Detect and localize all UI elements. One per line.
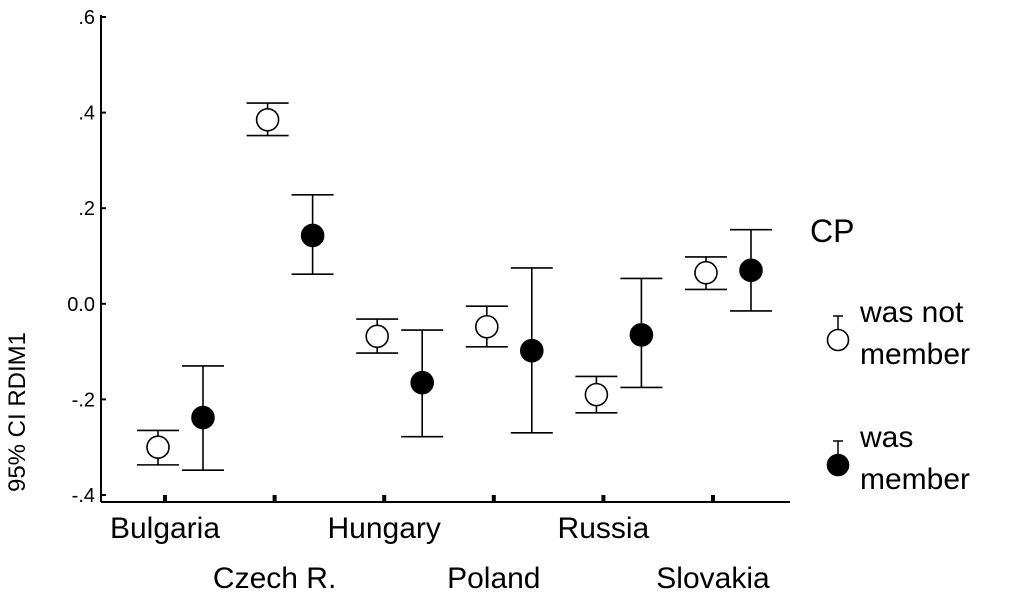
y-tick-label: .2	[78, 198, 95, 220]
data-point	[694, 260, 718, 285]
data-point	[474, 314, 499, 339]
chart-marks	[137, 102, 772, 471]
legend-title: CP	[810, 213, 854, 249]
y-tick-label: -.2	[72, 389, 95, 411]
x-category-label: Slovakia	[656, 562, 770, 595]
data-point	[410, 370, 435, 395]
legend-label: member	[860, 338, 970, 371]
x-category-label: Bulgaria	[110, 512, 220, 545]
data-point	[300, 223, 325, 248]
data-point	[255, 107, 280, 132]
legend-label: was	[859, 421, 913, 454]
data-point	[146, 435, 170, 460]
data-point	[584, 382, 609, 407]
legend-label: was not	[859, 296, 964, 329]
x-category-label: Poland	[447, 562, 540, 595]
x-category-label: Hungary	[327, 512, 440, 545]
x-category-label: Czech R.	[213, 562, 336, 595]
y-axis-title: 95% CI RDIM1	[4, 332, 31, 492]
legend-marker	[826, 328, 850, 352]
axes: .6 .4 .2 0.0 -.2 -.4 Bulgaria Czech R. HungaryPo…	[67, 7, 790, 595]
legend: CP was not member was member	[810, 213, 970, 496]
y-tick-label: .6	[78, 7, 95, 29]
legend-marker	[826, 453, 850, 477]
data-point	[629, 323, 654, 347]
y-tick-label: 0.0	[67, 294, 95, 316]
y-tick-label: -.4	[72, 485, 95, 507]
data-point	[739, 258, 763, 283]
legend-label: member	[860, 463, 970, 496]
data-point	[519, 338, 544, 363]
data-point	[365, 324, 390, 349]
y-tick-label: .4	[78, 103, 95, 125]
x-category-label: Russia	[558, 512, 650, 545]
data-point	[191, 405, 215, 430]
